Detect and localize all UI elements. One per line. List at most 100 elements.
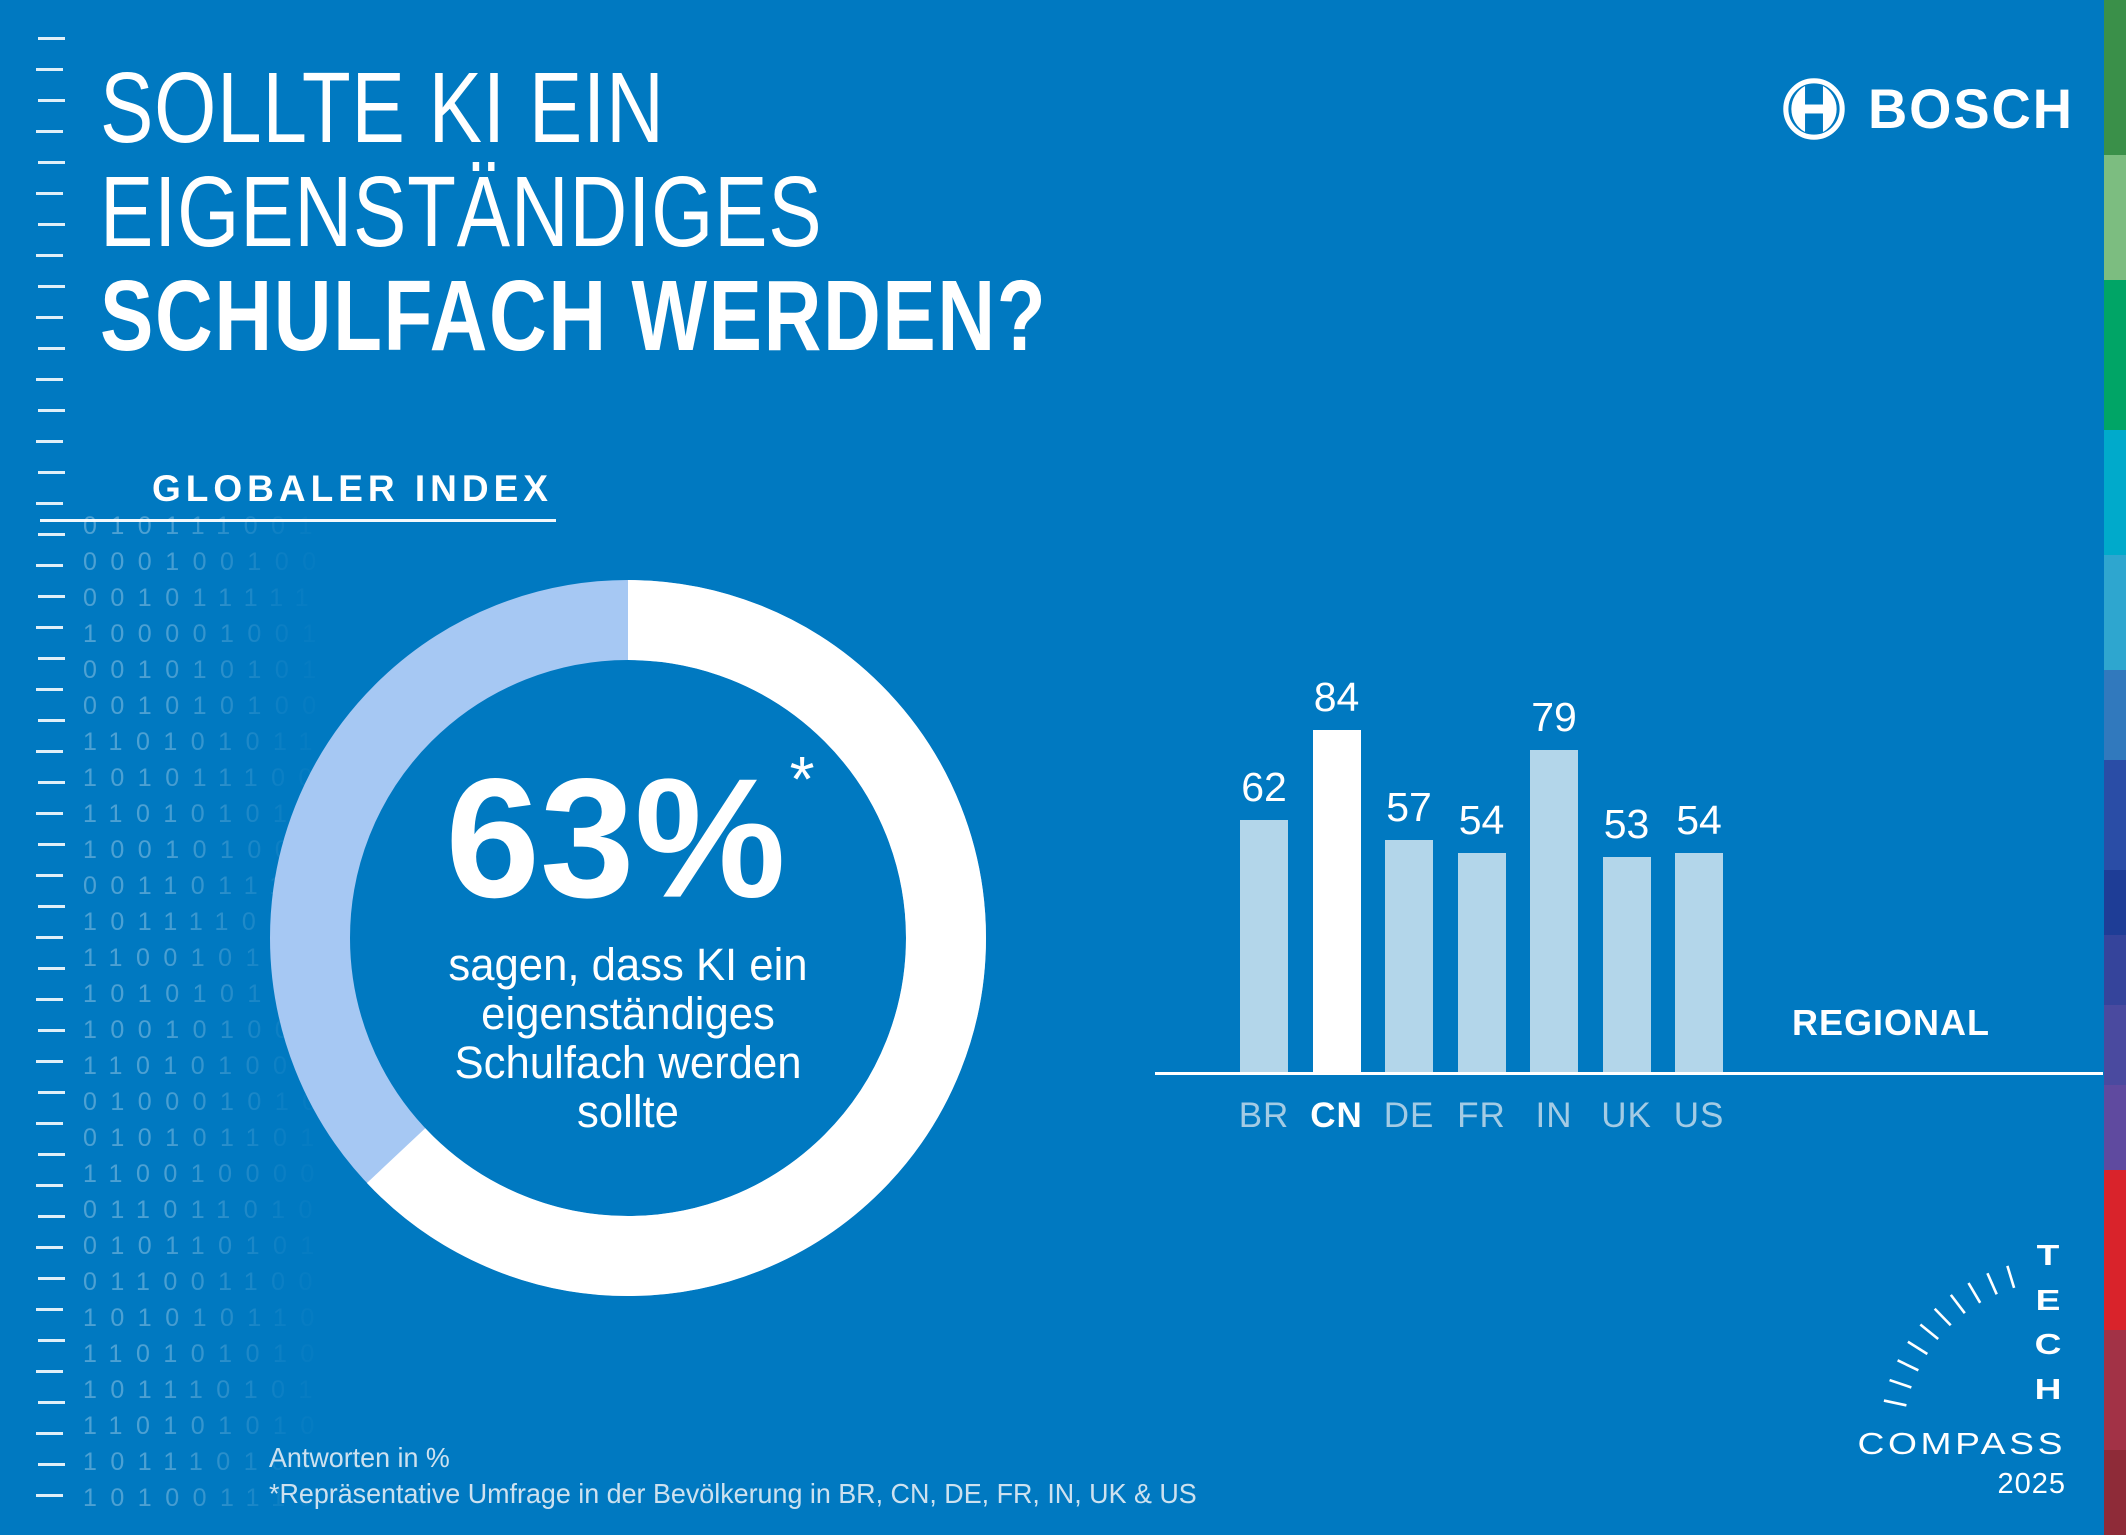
bar-fill-IN bbox=[1530, 750, 1578, 1074]
bar-fill-CN bbox=[1312, 730, 1361, 1074]
footnotes: Antworten in % *Repräsentative Umfrage i… bbox=[269, 1440, 1197, 1512]
stripe-segment bbox=[2104, 555, 2126, 670]
ruler-dash bbox=[38, 781, 65, 784]
bar-value-DE: 57 bbox=[1386, 784, 1432, 830]
ruler-dash bbox=[38, 1215, 65, 1218]
page-title: SOLLTE KI EIN EIGENSTÄNDIGES SCHULFACH W… bbox=[100, 56, 1284, 368]
compass-tick bbox=[1889, 1378, 1912, 1389]
ruler-dash bbox=[38, 37, 65, 40]
compass-tick bbox=[1919, 1323, 1939, 1340]
bar-fill-US bbox=[1675, 853, 1723, 1074]
donut-chart bbox=[270, 580, 986, 1296]
footnote-survey: *Repräsentative Umfrage in der Bevölkeru… bbox=[269, 1478, 1197, 1509]
bar-US: 54 bbox=[1675, 797, 1723, 1074]
regional-label: REGIONAL bbox=[1791, 1002, 1990, 1043]
ruler-dash bbox=[36, 502, 63, 505]
ruler-dash bbox=[38, 1091, 65, 1094]
compass-tick bbox=[1986, 1272, 1998, 1295]
bar-fill-FR bbox=[1457, 853, 1506, 1074]
bar-DE: 57 bbox=[1385, 784, 1433, 1074]
globaler-index-label: GLOBALER INDEX bbox=[152, 468, 553, 509]
tech-vertical-wordmark: T E C H bbox=[2034, 1240, 2062, 1406]
compass-tick bbox=[1967, 1282, 1982, 1304]
ruler-dash bbox=[36, 440, 63, 443]
ruler-dash bbox=[36, 1370, 63, 1373]
category-label-CN: CN bbox=[1310, 1096, 1363, 1135]
bar-value-UK: 53 bbox=[1603, 801, 1650, 847]
ruler-dash bbox=[38, 1463, 65, 1466]
ruler-dash bbox=[38, 223, 65, 226]
donut-value: 63%* bbox=[398, 742, 858, 924]
stripe-segment bbox=[2104, 1450, 2126, 1535]
stripe-segment bbox=[2104, 1170, 2126, 1330]
bar-value-IN: 79 bbox=[1531, 694, 1577, 740]
compass-tick bbox=[1897, 1359, 1919, 1372]
donut-value-arc bbox=[270, 580, 986, 1296]
bosch-anchor-icon bbox=[1783, 77, 1845, 140]
ruler-dash bbox=[38, 347, 65, 350]
color-stripe-decoration bbox=[2104, 0, 2126, 1535]
category-label-DE: DE bbox=[1383, 1096, 1435, 1135]
compass-tick bbox=[1949, 1294, 1966, 1314]
ruler-dash bbox=[36, 1122, 63, 1125]
stripe-segment bbox=[2104, 155, 2126, 280]
bar-value-FR: 54 bbox=[1458, 797, 1505, 843]
stripe-segment bbox=[2104, 1330, 2126, 1450]
ruler-dash bbox=[38, 1277, 65, 1280]
ruler-dash bbox=[38, 905, 65, 908]
ruler-dash bbox=[36, 130, 63, 133]
stripe-segment bbox=[2104, 870, 2126, 935]
bar-value-CN: 84 bbox=[1313, 674, 1360, 720]
category-label-IN: IN bbox=[1535, 1096, 1573, 1135]
donut-asterisk: * bbox=[789, 743, 815, 815]
bar-FR: 54 bbox=[1457, 797, 1506, 1074]
bar-value-US: 54 bbox=[1676, 797, 1722, 843]
stripe-segment bbox=[2104, 1005, 2126, 1085]
bar-fill-UK bbox=[1602, 857, 1651, 1074]
compass-ticks-icon bbox=[1883, 1265, 2016, 1407]
ruler-dash bbox=[36, 254, 63, 257]
ruler-dash bbox=[38, 967, 65, 970]
ruler-dash bbox=[38, 657, 65, 660]
ruler-dash bbox=[36, 874, 63, 877]
compass-tick bbox=[1933, 1307, 1952, 1327]
ruler-dash bbox=[36, 1432, 63, 1435]
ruler-dash bbox=[38, 533, 65, 536]
donut-center-text: 63%* sagen, dass KI ein eigenständiges S… bbox=[398, 742, 858, 1136]
category-label-US: US bbox=[1673, 1096, 1725, 1135]
ruler-dash bbox=[38, 409, 65, 412]
compass-tick bbox=[2006, 1265, 2016, 1289]
ruler-dash bbox=[38, 471, 65, 474]
category-label-BR: BR bbox=[1238, 1096, 1290, 1135]
bosch-logo: BOSCH bbox=[1782, 76, 2080, 141]
globaler-index-underline bbox=[40, 519, 556, 522]
ruler-dash bbox=[36, 750, 63, 753]
bar-IN: 79 bbox=[1530, 694, 1578, 1074]
title-line-3: SCHULFACH WERDEN? bbox=[100, 260, 1048, 372]
bar-chart: 62 84 57 54 79 53 54 bbox=[1155, 640, 2104, 1074]
stripe-segment bbox=[2104, 430, 2126, 555]
stripe-segment bbox=[2104, 280, 2126, 430]
ruler-dash bbox=[38, 1339, 65, 1342]
ruler-dash bbox=[38, 595, 65, 598]
bar-fill-DE bbox=[1385, 840, 1433, 1074]
stripe-segment bbox=[2104, 935, 2126, 1005]
bar-fill-BR bbox=[1240, 820, 1288, 1074]
compass-tick bbox=[1907, 1340, 1929, 1356]
stripe-segment bbox=[2104, 670, 2126, 760]
ruler-dash bbox=[36, 1246, 63, 1249]
ruler-dash bbox=[36, 626, 63, 629]
ruler-dash bbox=[36, 192, 63, 195]
stripe-segment bbox=[2104, 1085, 2126, 1170]
ruler-dash bbox=[36, 1494, 63, 1497]
ruler-dash bbox=[36, 316, 63, 319]
stripe-segment bbox=[2104, 760, 2126, 870]
bar-UK: 53 bbox=[1602, 801, 1651, 1074]
badge-year: 2025 bbox=[1997, 1468, 2066, 1500]
ruler-dash bbox=[38, 1401, 65, 1404]
category-label-UK: UK bbox=[1601, 1096, 1652, 1135]
bosch-wordmark: BOSCH bbox=[1868, 77, 2074, 140]
title-line-1: SOLLTE KI EIN bbox=[100, 52, 665, 164]
bar-CN: 84 bbox=[1312, 674, 1361, 1074]
